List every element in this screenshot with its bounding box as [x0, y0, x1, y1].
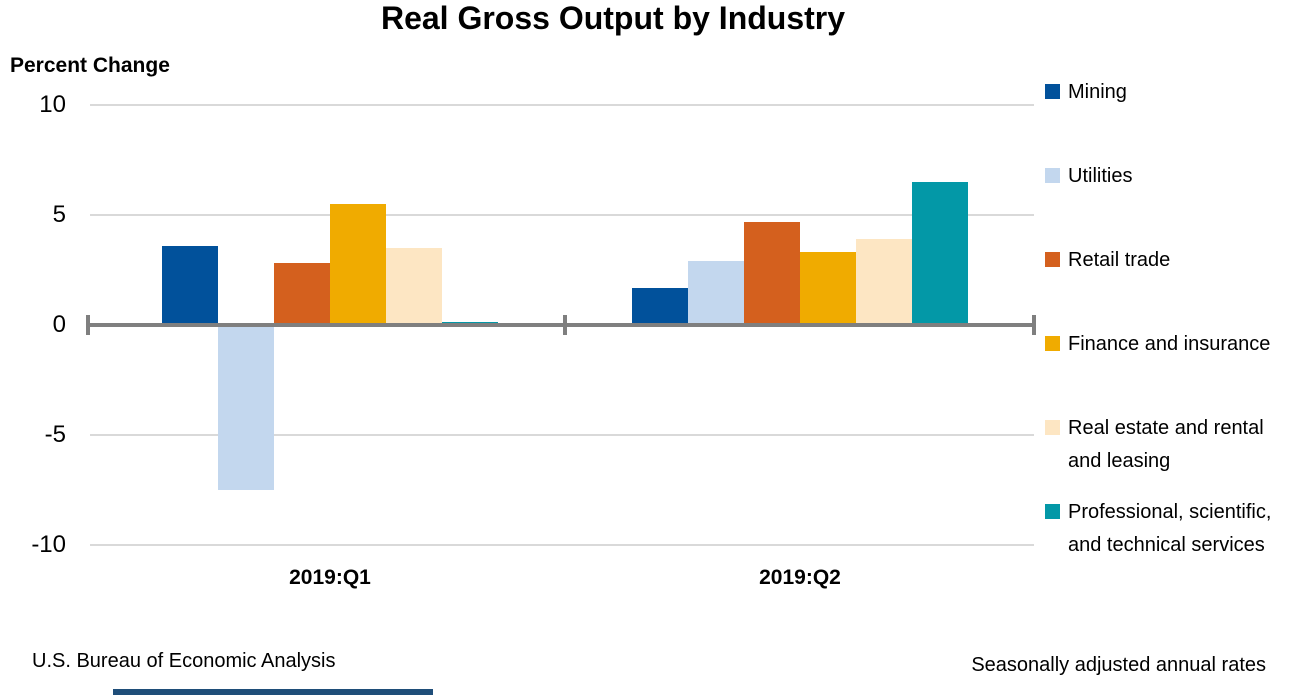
legend-label-professional-scientific-and-technical-services-line2: and technical services — [1068, 534, 1265, 556]
legend-label-real-estate-and-rental-and-leasing: Real estate and rental — [1068, 417, 1264, 439]
legend-label-utilities: Utilities — [1068, 165, 1133, 187]
bar-utilities-2019-q1 — [218, 325, 274, 490]
legend-swatch-finance-and-insurance — [1045, 336, 1060, 351]
y-tick-label-0: 0 — [52, 311, 66, 338]
x-axis-tick-0 — [86, 315, 90, 335]
x-axis-label-2019-q2: 2019:Q2 — [759, 566, 841, 589]
bar-real-estate-and-rental-and-leasing-2019-q2 — [856, 239, 912, 325]
bar-real-estate-and-rental-and-leasing-2019-q1 — [386, 248, 442, 325]
gridline-10 — [90, 544, 1034, 546]
legend-label-mining: Mining — [1068, 81, 1127, 103]
legend-label-finance-and-insurance: Finance and insurance — [1068, 333, 1271, 355]
legend-swatch-real-estate-and-rental-and-leasing — [1045, 420, 1060, 435]
legend-swatch-retail-trade — [1045, 252, 1060, 267]
x-axis-tick-2 — [1032, 315, 1036, 335]
bar-finance-and-insurance-2019-q1 — [330, 204, 386, 325]
bar-utilities-2019-q2 — [688, 261, 744, 325]
x-axis-tick-1 — [563, 315, 567, 335]
rates-note: Seasonally adjusted annual rates — [971, 654, 1266, 676]
bar-retail-trade-2019-q2 — [744, 221, 800, 325]
legend-swatch-utilities — [1045, 168, 1060, 183]
gridline-5 — [90, 214, 1034, 216]
legend-label-professional-scientific-and-technical-services: Professional, scientific, — [1068, 501, 1272, 523]
y-tick-label-5: -5 — [44, 421, 66, 448]
y-tick-label-10: -10 — [31, 531, 66, 558]
bar-mining-2019-q1 — [162, 245, 218, 325]
bar-professional-scientific-and-technical-services-2019-q2 — [912, 182, 968, 325]
bottom-accent-bar — [113, 689, 433, 695]
x-axis-label-2019-q1: 2019:Q1 — [289, 566, 371, 589]
y-tick-label-5: 5 — [52, 201, 66, 228]
bar-mining-2019-q2 — [632, 287, 688, 325]
x-axis-line — [88, 323, 1034, 327]
legend-swatch-mining — [1045, 84, 1060, 99]
chart-title: Real Gross Output by Industry — [380, 0, 846, 36]
legend-label-real-estate-and-rental-and-leasing-line2: and leasing — [1068, 450, 1171, 472]
gridline-10 — [90, 104, 1034, 106]
y-tick-label-10: 10 — [39, 91, 66, 118]
source-note: U.S. Bureau of Economic Analysis — [32, 650, 336, 672]
legend-swatch-professional-scientific-and-technical-services — [1045, 504, 1060, 519]
gridline-5 — [90, 434, 1034, 436]
bar-finance-and-insurance-2019-q2 — [800, 252, 856, 325]
bar-retail-trade-2019-q1 — [274, 263, 330, 325]
legend-label-retail-trade: Retail trade — [1068, 249, 1171, 271]
y-axis-label: Percent Change — [10, 54, 170, 77]
